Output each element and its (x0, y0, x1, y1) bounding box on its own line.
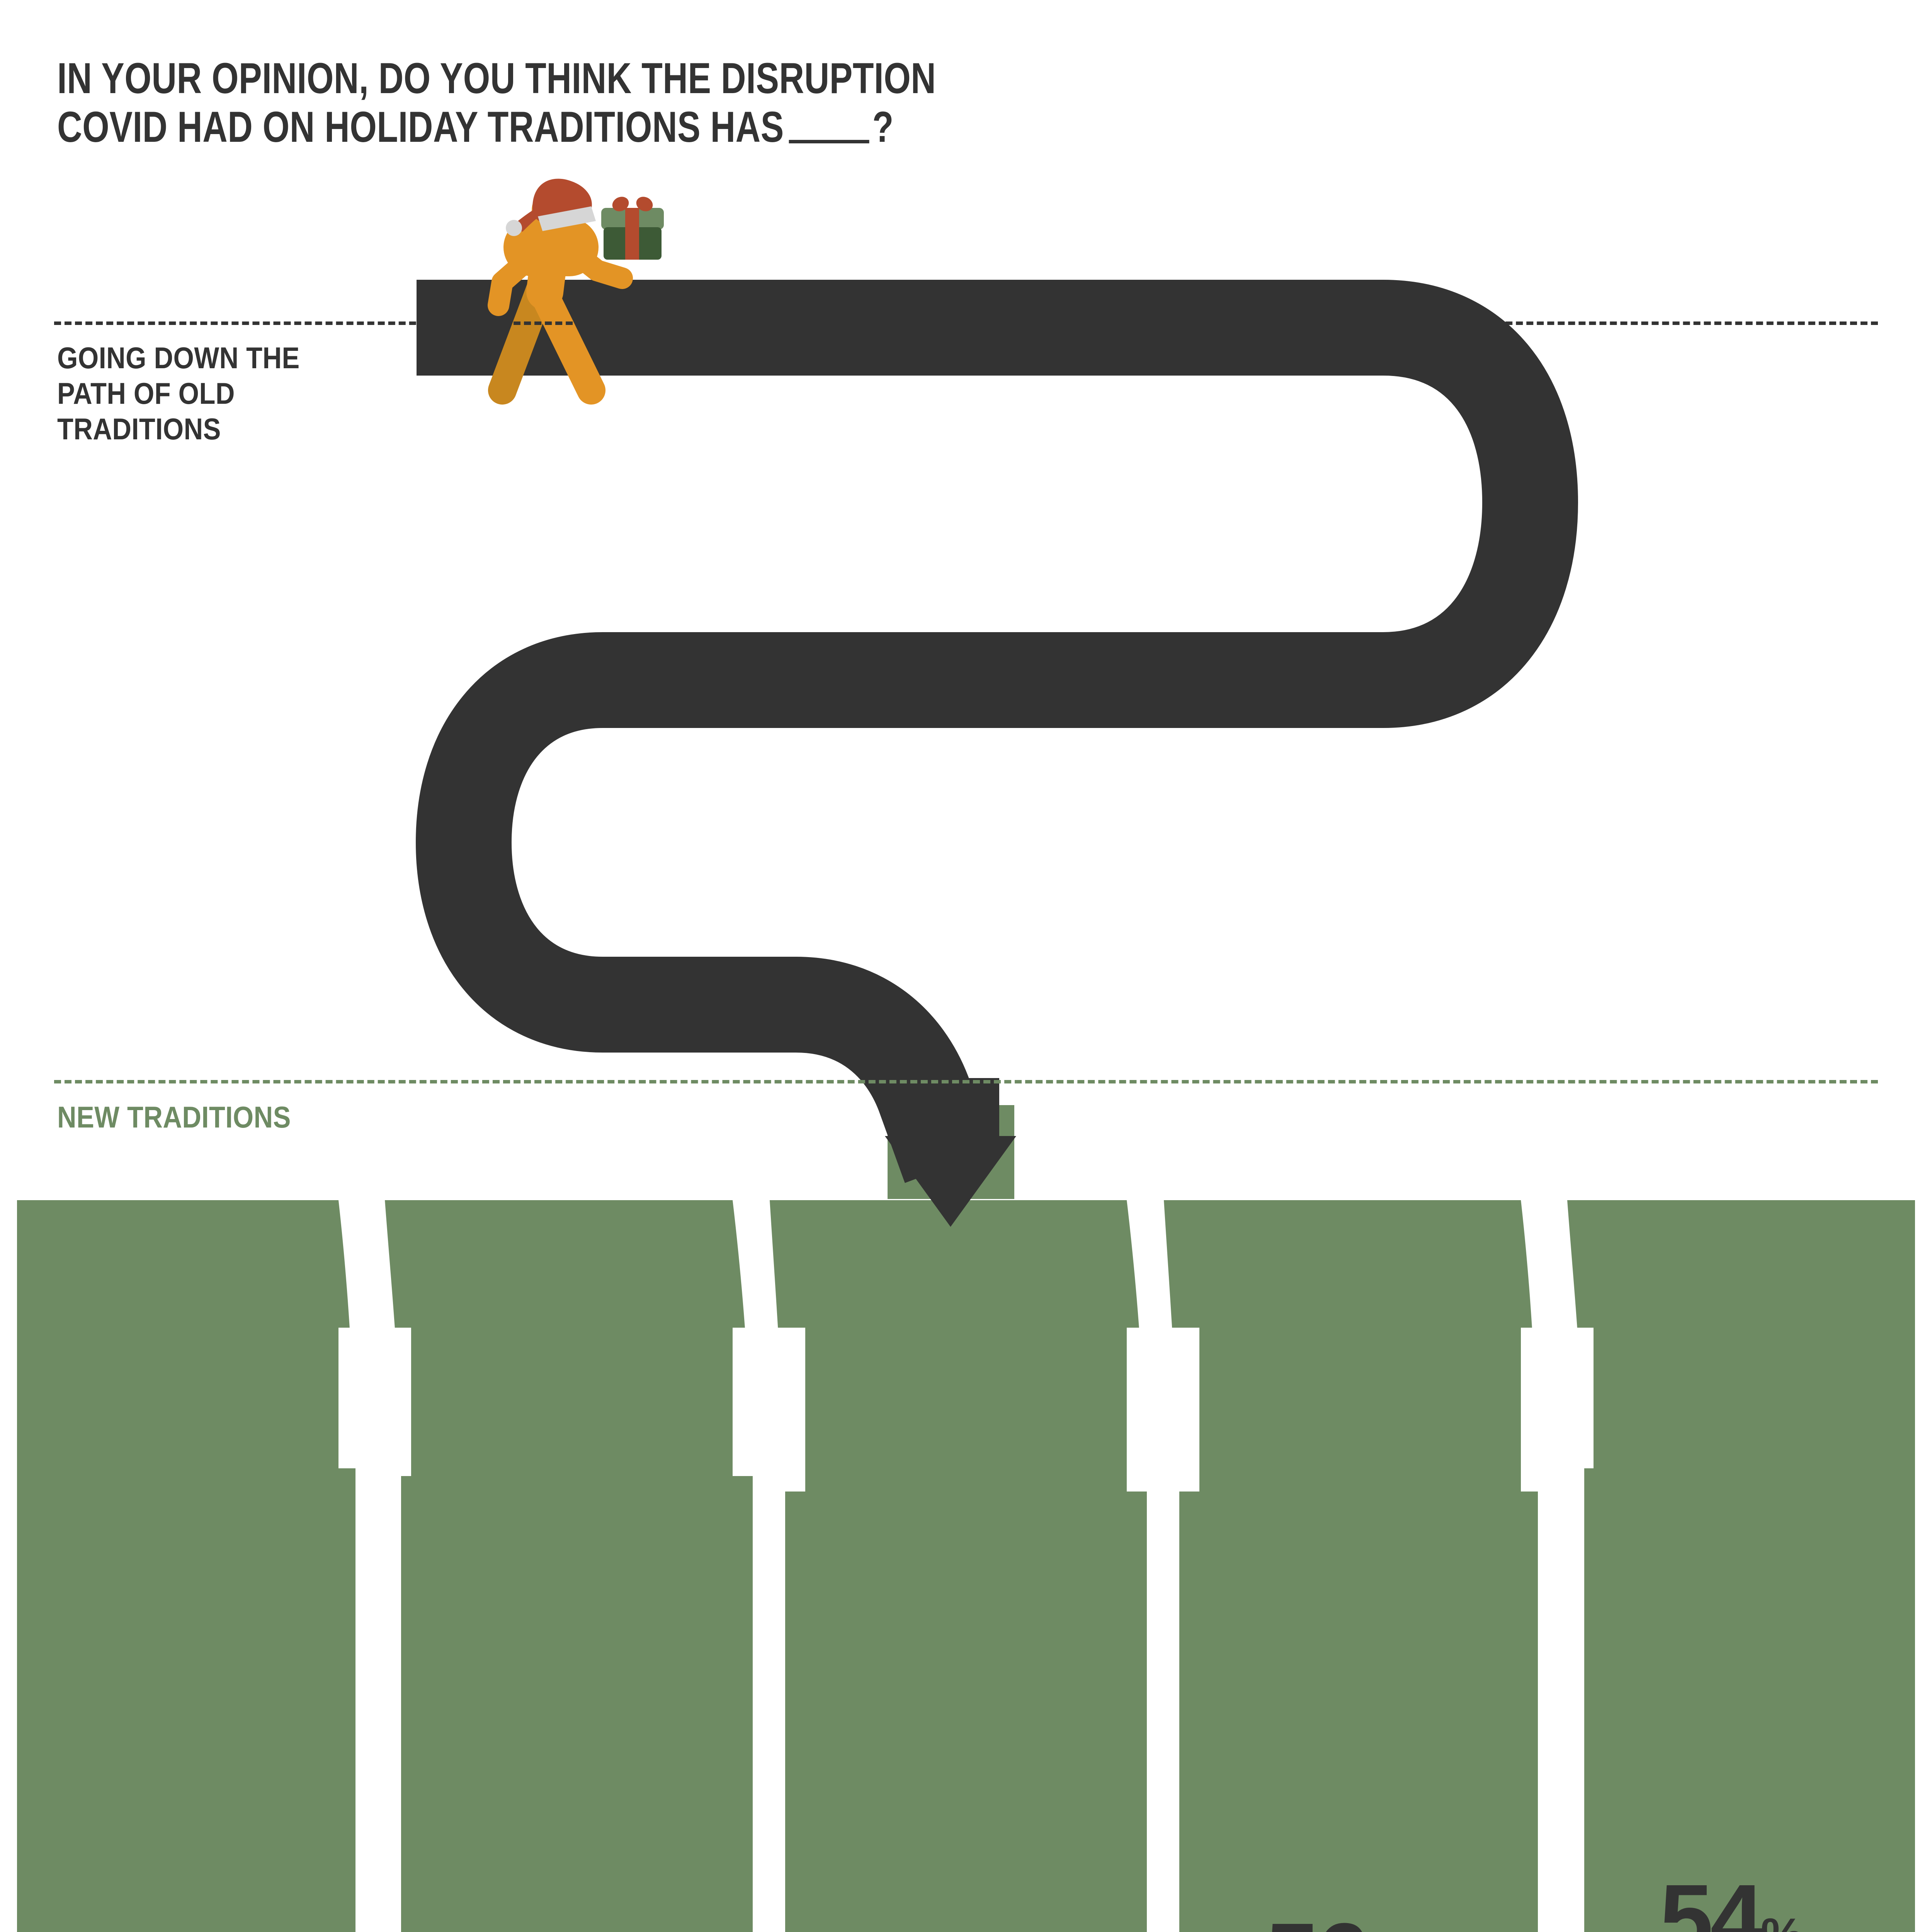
hood-corner-mask-right (1839, 1200, 1915, 1275)
gift-bow-right (636, 197, 653, 211)
section-label-new-traditions: NEW TRADITIONS (57, 1100, 291, 1134)
bar-final-1 (17, 1468, 355, 1932)
branch-sep-4 (1522, 1584, 1594, 1932)
bar-branch-5 (1594, 1200, 1915, 1932)
gap-taper-1 (338, 1200, 402, 1476)
winding-road (416, 280, 1578, 1211)
character-back-leg (488, 274, 555, 405)
shoulder-1 (17, 1200, 338, 1314)
santa-hat-band (538, 206, 596, 231)
bar-body-4 (1199, 1314, 1521, 1932)
sep-long-3 (1147, 1492, 1179, 1932)
gift-bow-left (612, 197, 629, 211)
percent-value-5: 54 (1659, 1864, 1764, 1932)
gap-taper-2 (733, 1200, 785, 1499)
branch-gap-2 (733, 1376, 798, 1615)
character-back-arm (488, 244, 544, 316)
bar-branch-4 (1199, 1200, 1521, 1932)
sep-long-1 (355, 1468, 401, 1932)
branch-sep-1 (340, 1584, 411, 1932)
sep-long-2 (753, 1492, 785, 1932)
gap-taper-4 (1521, 1200, 1584, 1476)
character-front-leg (527, 274, 605, 405)
bar-body-1 (17, 1314, 338, 1932)
gap-taper-3 (1127, 1200, 1179, 1499)
percent-value-4: 56 (1265, 1903, 1370, 1932)
new-traditions-green-shape (17, 1105, 1915, 1932)
green-hood-corner-left (17, 1200, 90, 1328)
shoulder-3 (805, 1200, 1127, 1329)
walking-character-illustration (488, 179, 664, 405)
bar-branch-1 (17, 1200, 338, 1932)
character-torso (526, 229, 569, 310)
branch-gap-3 (1127, 1376, 1192, 1615)
title-line-2-text: COVID HAD ON HOLIDAY TRADITIONS HAS (57, 103, 784, 151)
character-head (532, 186, 581, 235)
old-traditions-path (416, 280, 1578, 1227)
divider-old-traditions (54, 321, 1878, 325)
bar-final-3 (785, 1492, 1147, 1932)
percent-label-4: 56% (1202, 1909, 1472, 1932)
title-line-2: COVID HAD ON HOLIDAY TRADITIONS HAS? (57, 103, 893, 151)
green-hood-web (17, 1200, 1915, 1391)
bar-body-2 (411, 1314, 733, 1932)
character-front-arm (557, 236, 633, 289)
bar-body-3 (805, 1329, 1127, 1932)
shoulder-5 (1594, 1200, 1915, 1314)
bar-branch-2 (411, 1200, 733, 1932)
road-arrow-neck (902, 1078, 999, 1159)
gift-ribbon (625, 208, 639, 260)
title-blank-underscore (789, 140, 869, 143)
percent-label-5: 54% (1596, 1870, 1866, 1932)
branch-sep-2 (734, 1600, 805, 1932)
road-start-cap (417, 280, 467, 376)
shoulder-2 (411, 1200, 733, 1314)
divider-new-traditions (54, 1080, 1878, 1083)
bar-final-4 (1179, 1492, 1538, 1932)
green-hood-block (17, 1200, 1915, 1328)
green-hood-cap (17, 1200, 1915, 1376)
road-arrowhead (885, 1136, 1016, 1227)
sep-long-4 (1538, 1468, 1584, 1932)
branch-sep-3 (1128, 1600, 1199, 1932)
branch-gap-1 (338, 1328, 403, 1600)
page-title: IN YOUR OPINION, DO YOU THINK THE DISRUP… (57, 54, 1062, 151)
bar-body-5 (1594, 1314, 1915, 1932)
santa-hat-cone (532, 179, 592, 222)
bar-branch-3 (805, 1200, 1127, 1932)
gift-lid (601, 208, 664, 230)
section-label-old-traditions: GOING DOWN THE PATH OF OLD TRADITIONS (57, 341, 300, 446)
santa-hat-droop (513, 209, 539, 232)
hood-corner-mask-left (17, 1200, 93, 1275)
gift-body (604, 227, 662, 260)
shoulder-4 (1199, 1200, 1521, 1314)
title-question-mark: ? (872, 103, 894, 151)
green-stem (888, 1105, 1014, 1199)
title-line-1: IN YOUR OPINION, DO YOU THINK THE DISRUP… (57, 54, 936, 102)
branch-gap-4 (1521, 1328, 1586, 1600)
bar-final-5 (1584, 1468, 1915, 1932)
santa-hat-pompom (506, 220, 522, 236)
bar-final-2 (401, 1476, 753, 1932)
percent-symbol-5: % (1761, 1909, 1803, 1932)
